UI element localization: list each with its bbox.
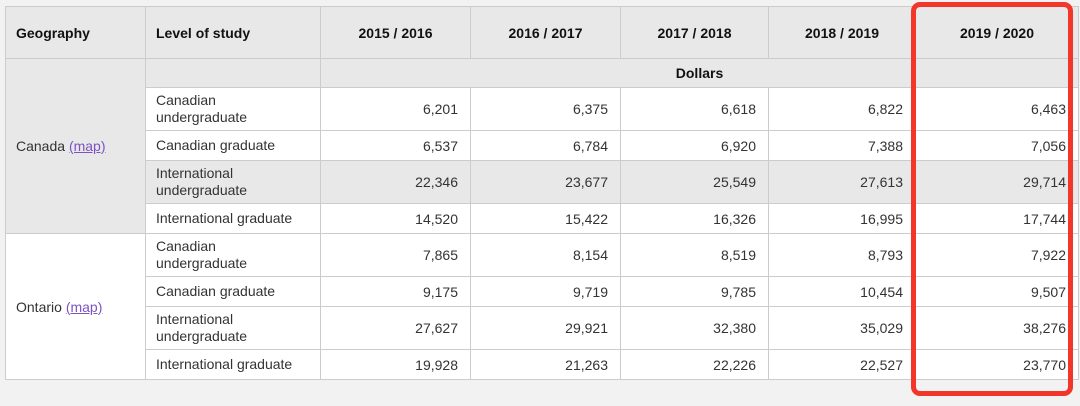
value-cell-2017-2018: 16,326 xyxy=(620,203,769,234)
value-cell-2017-2018: 25,549 xyxy=(620,160,769,204)
level-of-study-cell: Canadian graduate xyxy=(145,276,321,307)
level-of-study-cell: Canadian undergraduate xyxy=(145,233,321,277)
tuition-fees-table: Geography Level of study 2015 / 2016 2016 /… xyxy=(5,6,1079,380)
value-cell-2017-2018: 32,380 xyxy=(620,306,769,350)
table-row: Canadian graduate 6,537 6,784 6,920 7,388 7,0… xyxy=(6,130,1079,161)
unit-row-empty-cell xyxy=(145,58,321,88)
value-cell-2016-2017: 9,719 xyxy=(470,276,621,307)
table-header: Geography Level of study 2015 / 2016 2016 /… xyxy=(5,6,1079,59)
column-header-2019-2020: 2019 / 2020 xyxy=(915,6,1079,59)
value-cell-2015-2016: 6,537 xyxy=(320,130,471,161)
value-cell-2018-2019: 6,822 xyxy=(768,87,916,131)
table-row: International undergraduate 27,627 29,921 3… xyxy=(6,306,1079,350)
unit-row: Canada (map) Dollars xyxy=(5,58,1079,234)
level-of-study-cell: Canadian undergraduate xyxy=(145,87,321,131)
value-cell-2019-2020: 23,770 xyxy=(915,349,1079,380)
table-row: International graduate 19,928 21,263 22,226… xyxy=(6,349,1079,380)
table-row: International graduate 14,520 15,422 16,326… xyxy=(6,203,1079,234)
value-cell-2019-2020: 7,922 xyxy=(915,233,1079,277)
column-header-2015-2016: 2015 / 2016 xyxy=(320,6,471,59)
value-cell-2016-2017: 6,784 xyxy=(470,130,621,161)
map-link-canada[interactable]: (map) xyxy=(68,138,106,154)
value-cell-2019-2020: 6,463 xyxy=(915,87,1079,131)
geography-cell-ontario: Ontario (map) xyxy=(5,233,146,380)
value-cell-2015-2016: 6,201 xyxy=(320,87,471,131)
column-header-geography: Geography xyxy=(5,6,146,59)
value-cell-2018-2019: 16,995 xyxy=(768,203,916,234)
geography-label: Ontario xyxy=(16,298,66,315)
value-cell-2019-2020: 17,744 xyxy=(915,203,1079,234)
value-cell-2015-2016: 27,627 xyxy=(320,306,471,350)
table-row: Canadian undergraduate 6,201 6,375 6,618 6,8… xyxy=(6,87,1079,131)
column-header-level-of-study: Level of study xyxy=(145,6,321,59)
value-cell-2018-2019: 35,029 xyxy=(768,306,916,350)
table-row: International undergraduate 22,346 23,677 2… xyxy=(6,160,1079,204)
value-cell-2018-2019: 22,527 xyxy=(768,349,916,380)
column-header-2018-2019: 2018 / 2019 xyxy=(768,6,916,59)
value-cell-2015-2016: 9,175 xyxy=(320,276,471,307)
header-row: Geography Level of study 2015 / 2016 2016 /… xyxy=(5,6,1079,59)
value-cell-2015-2016: 22,346 xyxy=(320,160,471,204)
value-cell-2015-2016: 14,520 xyxy=(320,203,471,234)
unit-label: Dollars xyxy=(320,58,1079,88)
column-header-2017-2018: 2017 / 2018 xyxy=(620,6,769,59)
value-cell-2016-2017: 23,677 xyxy=(470,160,621,204)
level-of-study-cell: International undergraduate xyxy=(145,306,321,350)
value-cell-2019-2020: 29,714 xyxy=(915,160,1079,204)
level-of-study-cell: International undergraduate xyxy=(145,160,321,204)
value-cell-2018-2019: 27,613 xyxy=(768,160,916,204)
map-link-ontario[interactable]: (map) xyxy=(65,298,103,315)
geography-label: Canada xyxy=(16,138,69,154)
value-cell-2015-2016: 19,928 xyxy=(320,349,471,380)
value-cell-2016-2017: 8,154 xyxy=(470,233,621,277)
geography-cell-canada: Canada (map) xyxy=(5,58,146,234)
value-cell-2019-2020: 7,056 xyxy=(915,130,1079,161)
table-body: Canada (map) Dollars Canadian undergraduat… xyxy=(5,58,1079,380)
value-cell-2017-2018: 9,785 xyxy=(620,276,769,307)
value-cell-2018-2019: 8,793 xyxy=(768,233,916,277)
level-of-study-cell: International graduate xyxy=(145,203,321,234)
column-header-2016-2017: 2016 / 2017 xyxy=(470,6,621,59)
value-cell-2016-2017: 29,921 xyxy=(470,306,621,350)
value-cell-2019-2020: 38,276 xyxy=(915,306,1079,350)
level-of-study-cell: International graduate xyxy=(145,349,321,380)
table-row: Canadian graduate 9,175 9,719 9,785 10,454 9,… xyxy=(6,276,1079,307)
value-cell-2017-2018: 6,920 xyxy=(620,130,769,161)
value-cell-2016-2017: 6,375 xyxy=(470,87,621,131)
value-cell-2018-2019: 7,388 xyxy=(768,130,916,161)
value-cell-2017-2018: 22,226 xyxy=(620,349,769,380)
value-cell-2016-2017: 21,263 xyxy=(470,349,621,380)
value-cell-2019-2020: 9,507 xyxy=(915,276,1079,307)
value-cell-2017-2018: 6,618 xyxy=(620,87,769,131)
table-row: Ontario (map) Canadian undergraduate 7,865… xyxy=(5,233,1079,380)
value-cell-2016-2017: 15,422 xyxy=(470,203,621,234)
value-cell-2017-2018: 8,519 xyxy=(620,233,769,277)
value-cell-2018-2019: 10,454 xyxy=(768,276,916,307)
value-cell-2015-2016: 7,865 xyxy=(320,233,471,277)
level-of-study-cell: Canadian graduate xyxy=(145,130,321,161)
